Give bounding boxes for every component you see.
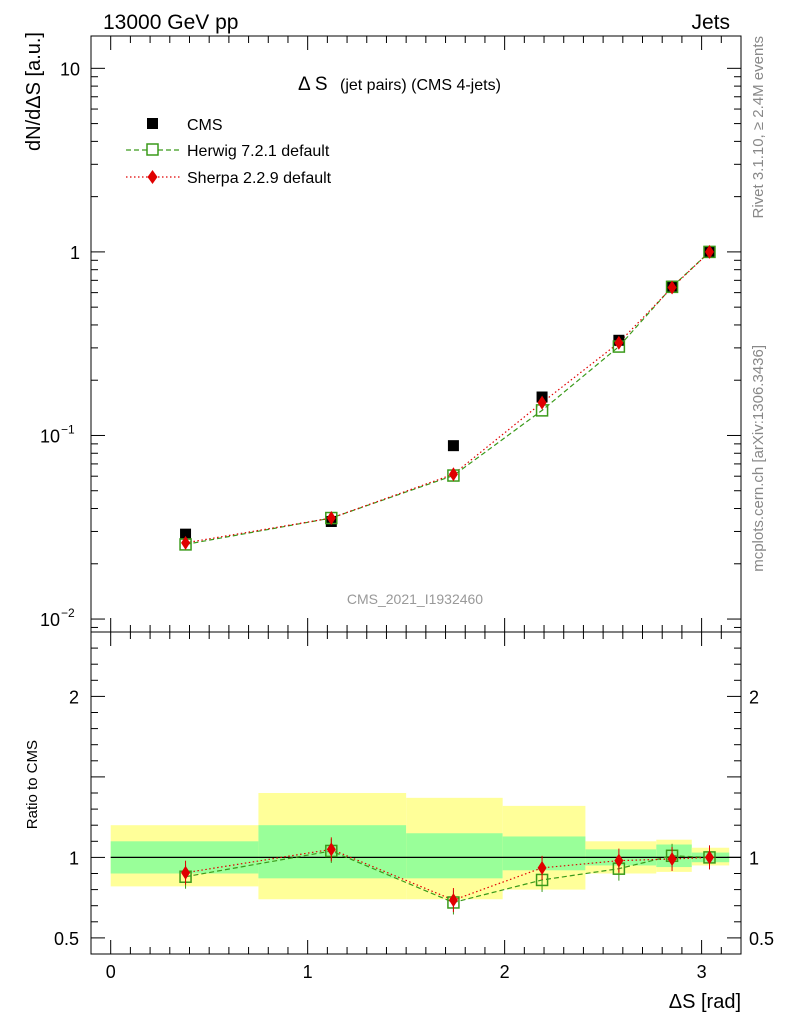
ratio-point-sherpa bbox=[326, 842, 336, 857]
point-sherpa bbox=[704, 244, 714, 259]
ratio-point-sherpa bbox=[537, 860, 547, 875]
ratio-point-sherpa bbox=[448, 893, 458, 908]
legend-label-sherpa: Sherpa 2.2.9 default bbox=[187, 170, 332, 187]
ratio-band-inner bbox=[406, 833, 503, 879]
ratio-point-sherpa bbox=[667, 852, 677, 867]
point-sherpa bbox=[667, 280, 677, 295]
point-cms bbox=[180, 528, 192, 540]
ratio-tick-label-right: 1 bbox=[749, 848, 759, 868]
ratio-data-points bbox=[179, 837, 716, 915]
legend-marker-cms bbox=[147, 118, 158, 129]
x-tick-label: 2 bbox=[500, 962, 510, 982]
x-axis: 0 1 2 3 bbox=[106, 36, 742, 982]
ratio-point-sherpa bbox=[614, 853, 624, 868]
x-axis-label: ΔS [rad] bbox=[669, 991, 741, 1013]
chart-title-main: Δ S bbox=[298, 74, 328, 95]
header-right-label: Jets bbox=[691, 11, 730, 34]
main-y-axis-label: dN/dΔS [a.u.] bbox=[23, 32, 45, 151]
y-tick-exponent: −1 bbox=[61, 422, 75, 436]
y-tick-label: 10 bbox=[40, 426, 60, 446]
ratio-tick-label-right: 2 bbox=[749, 687, 759, 707]
legend-marker-herwig bbox=[146, 143, 159, 156]
ratio-tick-label-left: 2 bbox=[69, 687, 79, 707]
legend-label-herwig: Herwig 7.2.1 default bbox=[187, 143, 330, 160]
chart-title-detail: (jet pairs) (CMS 4-jets) bbox=[340, 77, 501, 94]
y-tick-label: 10 bbox=[40, 610, 60, 630]
legend: CMS Herwig 7.2.1 default Sherpa 2.2.9 de… bbox=[126, 117, 332, 187]
analysis-watermark: CMS_2021_I1932460 bbox=[347, 591, 483, 607]
point-sherpa bbox=[448, 467, 458, 482]
ratio-uncertainty-bands bbox=[110, 793, 741, 900]
x-tick-label: 1 bbox=[303, 962, 313, 982]
x-tick-label: 0 bbox=[106, 962, 116, 982]
legend-marker-sherpa bbox=[147, 170, 158, 184]
ratio-plot-panel: 2 2 1 1 0.5 0.5 Ratio to CMS bbox=[24, 631, 774, 955]
ratio-tick-label-left: 1 bbox=[69, 848, 79, 868]
main-line-herwig bbox=[185, 251, 710, 546]
ratio-point-sherpa bbox=[181, 865, 191, 880]
ratio-y-ticks: 2 2 1 1 0.5 0.5 bbox=[54, 631, 774, 955]
point-cms bbox=[447, 440, 459, 452]
ratio-tick-label-left: 0.5 bbox=[54, 929, 79, 949]
ratio-tick-label-right: 0.5 bbox=[749, 929, 774, 949]
main-data-points bbox=[179, 244, 716, 551]
y-tick-exponent: −2 bbox=[61, 606, 75, 620]
site-label: mcplots.cern.ch [arXiv:1306.3436] bbox=[750, 345, 767, 572]
ratio-plot-frame bbox=[90, 631, 742, 955]
point-sherpa bbox=[326, 511, 336, 526]
ratio-point-sherpa bbox=[704, 850, 714, 865]
ratio-y-axis-label: Ratio to CMS bbox=[24, 740, 41, 829]
rivet-label: Rivet 3.1.10, ≥ 2.4M events bbox=[750, 36, 767, 219]
main-series-lines bbox=[185, 251, 710, 546]
main-line-sherpa bbox=[185, 251, 710, 544]
y-tick-label: 10 bbox=[60, 59, 80, 79]
point-sherpa bbox=[181, 535, 191, 550]
point-sherpa bbox=[537, 395, 547, 410]
y-tick-label: 1 bbox=[70, 243, 80, 263]
legend-label-cms: CMS bbox=[187, 117, 223, 134]
point-sherpa bbox=[614, 335, 624, 350]
x-tick-label: 3 bbox=[697, 962, 707, 982]
header-left-label: 13000 GeV pp bbox=[103, 11, 238, 34]
